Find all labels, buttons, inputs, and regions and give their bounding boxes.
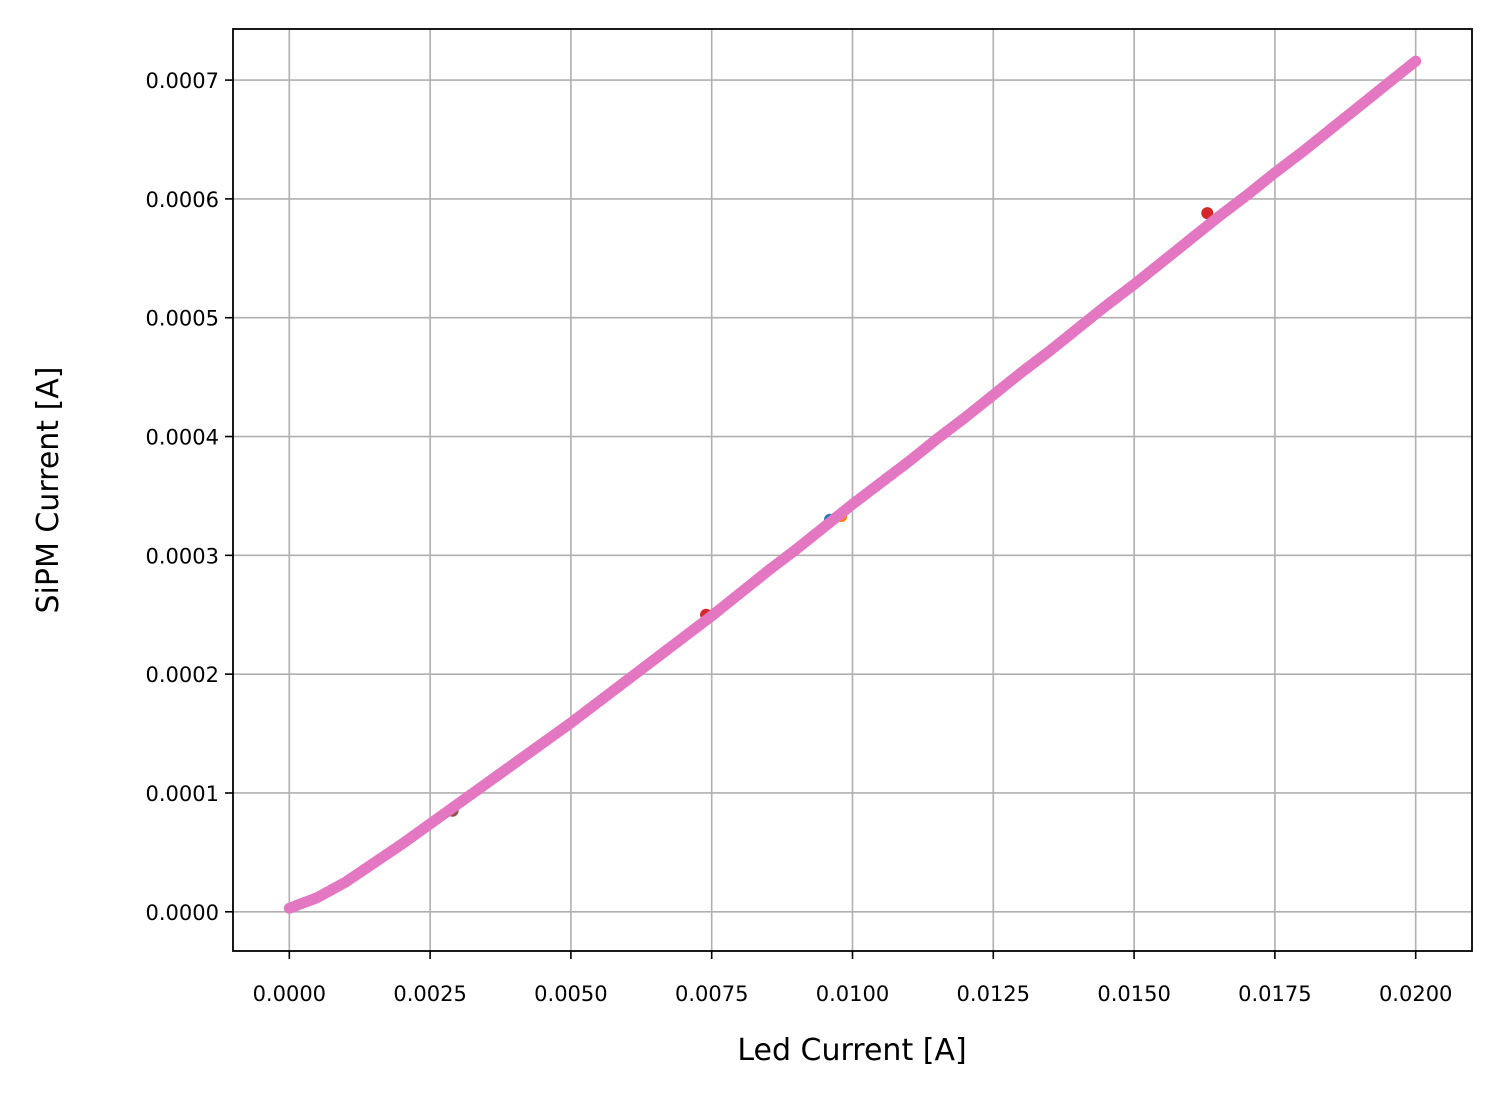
x-tick-label: 0.0000 — [253, 982, 326, 1006]
x-tick-label: 0.0050 — [534, 982, 607, 1006]
x-tick-label: 0.0100 — [816, 982, 889, 1006]
x-axis-ticks: 0.0000 0.0025 0.0050 0.0075 0.0100 0.0125 0.01… — [253, 951, 1452, 1006]
x-tick-label: 0.0075 — [675, 982, 748, 1006]
y-tick-label: 0.0007 — [146, 69, 219, 93]
x-axis-label: Led Current [A] — [737, 1033, 966, 1068]
data-points — [283, 55, 1422, 914]
x-tick-label: 0.0125 — [957, 982, 1030, 1006]
y-tick-label: 0.0005 — [146, 307, 219, 331]
x-tick-label: 0.0175 — [1238, 982, 1311, 1006]
y-tick-label: 0.0004 — [146, 426, 219, 450]
y-tick-label: 0.0000 — [146, 901, 219, 925]
data-point — [1410, 55, 1422, 67]
y-tick-label: 0.0003 — [146, 544, 219, 568]
outlier-point — [1201, 207, 1214, 220]
y-tick-label: 0.0002 — [146, 663, 219, 687]
y-axis-ticks: 0.0000 0.0001 0.0002 0.0003 0.0004 0.0005 0.00… — [146, 69, 233, 925]
x-tick-label: 0.0200 — [1379, 982, 1452, 1006]
x-tick-label: 0.0025 — [393, 982, 466, 1006]
y-tick-label: 0.0006 — [146, 188, 219, 212]
grid-lines — [233, 29, 1472, 951]
y-tick-label: 0.0001 — [146, 782, 219, 806]
x-tick-label: 0.0150 — [1097, 982, 1170, 1006]
y-axis-label: SiPM Current [A] — [31, 366, 66, 613]
